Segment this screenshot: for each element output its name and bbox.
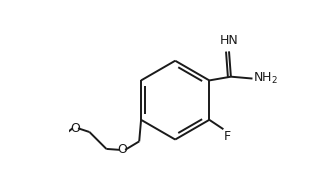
Text: F: F xyxy=(224,130,231,143)
Text: HN: HN xyxy=(220,34,238,47)
Text: NH$_2$: NH$_2$ xyxy=(253,71,278,86)
Text: O: O xyxy=(117,143,127,156)
Text: O: O xyxy=(70,122,80,135)
